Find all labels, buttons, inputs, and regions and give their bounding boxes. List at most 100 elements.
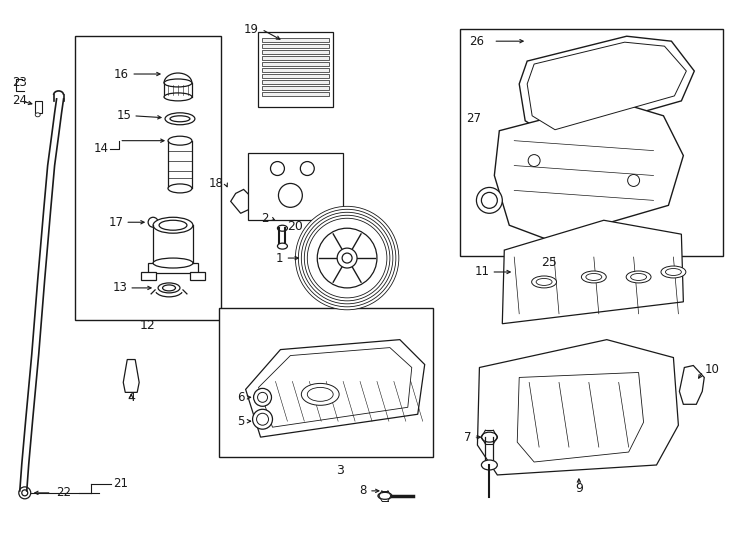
Ellipse shape bbox=[168, 136, 192, 145]
Ellipse shape bbox=[164, 79, 192, 87]
Ellipse shape bbox=[308, 387, 333, 401]
Bar bbox=[258, 32, 333, 107]
Bar bbox=[261, 68, 329, 72]
Text: 9: 9 bbox=[575, 482, 583, 495]
Ellipse shape bbox=[158, 283, 180, 293]
Circle shape bbox=[476, 187, 502, 213]
Polygon shape bbox=[517, 373, 644, 462]
Text: 6: 6 bbox=[237, 391, 244, 404]
Polygon shape bbox=[230, 190, 253, 213]
Ellipse shape bbox=[482, 460, 498, 470]
Polygon shape bbox=[258, 348, 412, 427]
Ellipse shape bbox=[277, 243, 288, 249]
Text: 23: 23 bbox=[12, 77, 26, 90]
Ellipse shape bbox=[536, 279, 552, 286]
Circle shape bbox=[258, 393, 267, 402]
Circle shape bbox=[22, 490, 28, 496]
Ellipse shape bbox=[170, 116, 190, 122]
Text: 22: 22 bbox=[57, 487, 72, 500]
Text: 14: 14 bbox=[93, 142, 109, 155]
Circle shape bbox=[308, 218, 387, 298]
Text: 27: 27 bbox=[467, 112, 482, 125]
Ellipse shape bbox=[531, 276, 556, 288]
Circle shape bbox=[257, 413, 269, 425]
Polygon shape bbox=[527, 42, 686, 130]
Ellipse shape bbox=[168, 184, 192, 193]
Bar bbox=[141, 272, 156, 280]
Ellipse shape bbox=[164, 93, 192, 101]
Circle shape bbox=[252, 409, 272, 429]
Ellipse shape bbox=[153, 258, 193, 268]
Circle shape bbox=[298, 210, 396, 307]
Bar bbox=[190, 272, 205, 280]
Ellipse shape bbox=[626, 271, 651, 283]
Circle shape bbox=[317, 228, 377, 288]
Bar bbox=[34, 101, 42, 113]
Text: 12: 12 bbox=[139, 319, 155, 332]
Ellipse shape bbox=[302, 383, 339, 406]
Circle shape bbox=[305, 215, 390, 301]
Bar bbox=[261, 62, 329, 66]
Polygon shape bbox=[246, 340, 425, 437]
Bar bbox=[261, 80, 329, 84]
Text: 16: 16 bbox=[113, 68, 128, 80]
Bar bbox=[219, 308, 432, 457]
Bar bbox=[261, 50, 329, 54]
Polygon shape bbox=[494, 101, 683, 240]
Text: 26: 26 bbox=[470, 35, 484, 48]
Circle shape bbox=[253, 388, 272, 406]
Polygon shape bbox=[477, 340, 678, 475]
Bar bbox=[75, 36, 221, 320]
Bar bbox=[261, 92, 329, 96]
Circle shape bbox=[19, 487, 31, 499]
Text: 24: 24 bbox=[12, 94, 27, 107]
Ellipse shape bbox=[661, 266, 686, 278]
Text: 25: 25 bbox=[541, 255, 557, 268]
Bar bbox=[261, 56, 329, 60]
Text: 5: 5 bbox=[237, 415, 244, 428]
Circle shape bbox=[482, 192, 498, 208]
Ellipse shape bbox=[159, 220, 187, 230]
Bar bbox=[247, 153, 343, 220]
Text: 10: 10 bbox=[704, 363, 719, 376]
Ellipse shape bbox=[586, 273, 602, 280]
Bar bbox=[261, 74, 329, 78]
Circle shape bbox=[295, 206, 399, 310]
Ellipse shape bbox=[666, 268, 681, 275]
Polygon shape bbox=[680, 366, 704, 404]
Ellipse shape bbox=[165, 113, 195, 125]
Bar bbox=[261, 38, 329, 42]
Ellipse shape bbox=[378, 492, 392, 500]
Text: 15: 15 bbox=[117, 109, 131, 122]
Text: 8: 8 bbox=[360, 484, 367, 497]
Circle shape bbox=[628, 174, 639, 186]
Bar bbox=[459, 29, 723, 256]
Polygon shape bbox=[123, 360, 139, 393]
Bar bbox=[261, 86, 329, 90]
Ellipse shape bbox=[35, 113, 40, 117]
Text: 17: 17 bbox=[108, 216, 123, 229]
Circle shape bbox=[342, 253, 352, 263]
Text: 1: 1 bbox=[276, 252, 283, 265]
Text: 13: 13 bbox=[112, 281, 127, 294]
Text: 18: 18 bbox=[209, 177, 224, 190]
Polygon shape bbox=[519, 36, 694, 138]
Text: 11: 11 bbox=[474, 266, 490, 279]
Circle shape bbox=[271, 161, 285, 176]
Circle shape bbox=[278, 184, 302, 207]
Text: 2: 2 bbox=[261, 212, 269, 225]
Text: 7: 7 bbox=[464, 430, 471, 444]
Circle shape bbox=[337, 248, 357, 268]
Circle shape bbox=[302, 212, 393, 304]
Circle shape bbox=[148, 217, 158, 227]
Text: 20: 20 bbox=[288, 220, 303, 233]
Ellipse shape bbox=[581, 271, 606, 283]
Polygon shape bbox=[502, 220, 683, 323]
Bar bbox=[148, 263, 198, 273]
Ellipse shape bbox=[482, 432, 498, 442]
Text: 19: 19 bbox=[244, 23, 258, 36]
Circle shape bbox=[528, 154, 540, 166]
Text: 4: 4 bbox=[127, 391, 135, 404]
Ellipse shape bbox=[277, 225, 288, 231]
Ellipse shape bbox=[631, 273, 647, 280]
